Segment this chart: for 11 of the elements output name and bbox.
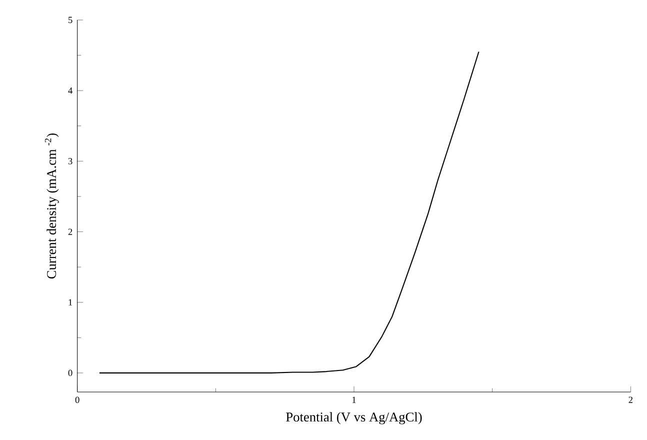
y-tick-label: 3 (68, 158, 72, 164)
x-axis-title: Potential (V vs Ag/AgCl) (286, 412, 422, 424)
y-tick-label: 1 (68, 299, 72, 306)
x-tick-label: 0 (75, 396, 80, 404)
y-tick-label: 4 (68, 88, 72, 94)
y-tick-label: 0 (68, 370, 72, 376)
y-tick-label: 2 (68, 228, 72, 235)
x-tick-label: 1 (352, 396, 356, 403)
y-axis-title: Current density (mA.cm $^{-2}$) (44, 134, 59, 279)
y-tick-label: 5 (68, 16, 72, 24)
x-tick-label: 2 (628, 396, 632, 403)
